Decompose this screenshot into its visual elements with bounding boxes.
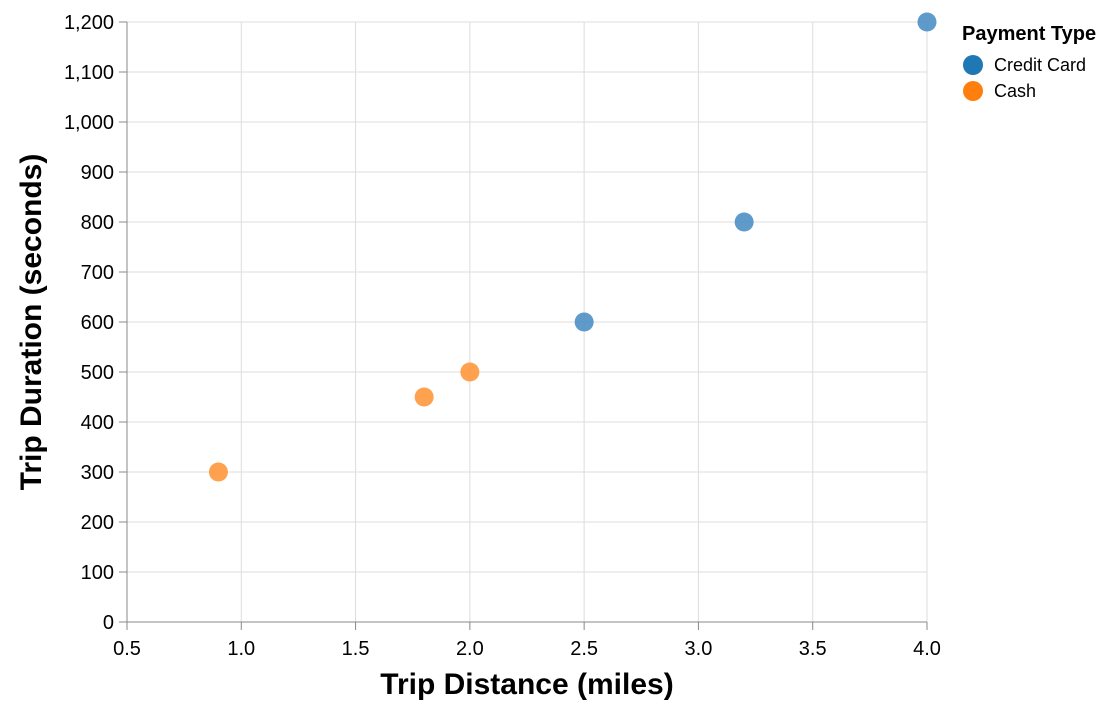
legend-swatch: [963, 81, 983, 101]
y-axis-title: Trip Duration (seconds): [15, 154, 48, 491]
x-tick-label: 3.5: [799, 638, 827, 660]
scatter-point: [917, 12, 937, 32]
y-tick-label: 100: [81, 562, 114, 584]
x-tick-label: 1.0: [227, 638, 255, 660]
y-tick-label: 200: [81, 512, 114, 534]
y-tick-label: 1,100: [64, 62, 114, 84]
legend: Payment Type Credit Card Cash: [962, 23, 1096, 101]
legend-swatch: [963, 55, 983, 75]
x-tick-label: 2.5: [570, 638, 598, 660]
legend-entries: Credit Card Cash: [963, 55, 1086, 101]
x-axis-title: Trip Distance (miles): [380, 668, 673, 701]
x-tick-label: 1.5: [342, 638, 370, 660]
x-tick-label: 3.0: [685, 638, 713, 660]
y-tick-label: 900: [81, 162, 114, 184]
y-tick-label: 1,200: [64, 12, 114, 34]
grid: [126, 21, 928, 623]
y-tick-label: 400: [81, 412, 114, 434]
y-tick-label: 700: [81, 262, 114, 284]
y-tick-label: 0: [103, 612, 114, 634]
scatter-point: [460, 362, 480, 382]
x-tick-label: 0.5: [113, 638, 141, 660]
scatter-point: [734, 212, 754, 232]
data-points: [208, 12, 937, 482]
y-tick-label: 800: [81, 212, 114, 234]
legend-title: Payment Type: [962, 23, 1096, 45]
scatter-point: [208, 462, 228, 482]
x-axis-ticks: 0.5 1.0 1.5 2.0 2.5 3.0 3.5 4.0: [113, 622, 941, 660]
scatter-point: [414, 387, 434, 407]
y-tick-label: 300: [81, 462, 114, 484]
y-tick-label: 1,000: [64, 112, 114, 134]
y-tick-label: 500: [81, 362, 114, 384]
y-tick-label: 600: [81, 312, 114, 334]
legend-label: Cash: [994, 81, 1036, 101]
x-tick-label: 2.0: [456, 638, 484, 660]
legend-label: Credit Card: [994, 55, 1086, 75]
y-axis-ticks: 0 100 200 300 400 500 600 700 800 900 1,000 1,100 1,…: [64, 12, 127, 634]
scatter-point: [574, 312, 594, 332]
x-tick-label: 4.0: [913, 638, 941, 660]
